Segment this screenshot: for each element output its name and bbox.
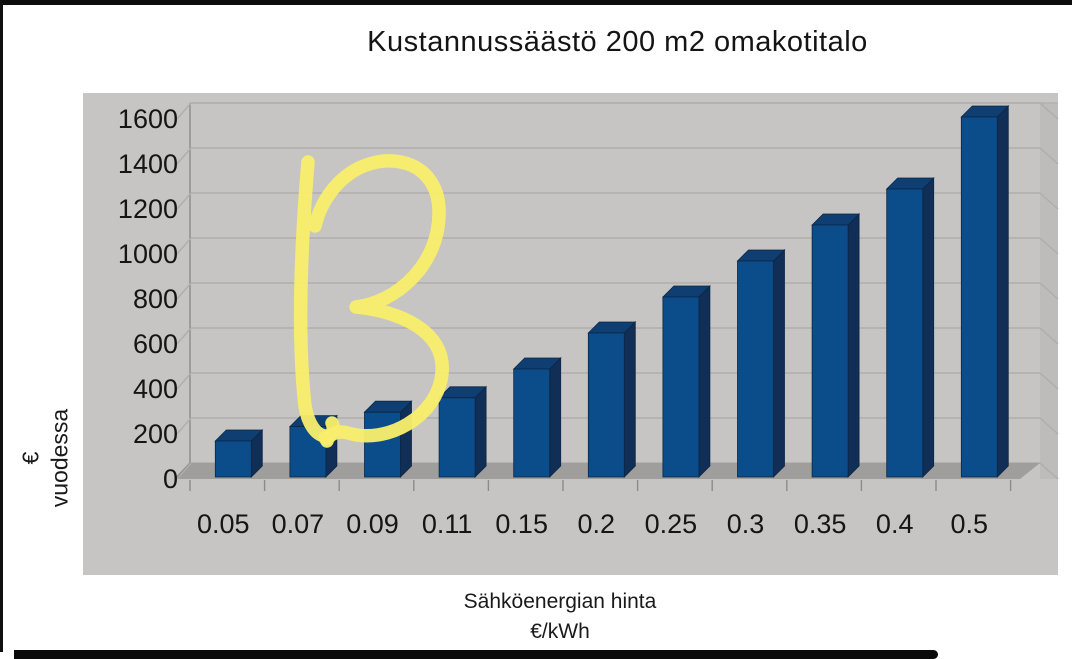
y-axis-title-line1: €: [17, 451, 44, 465]
bar-front-face: [587, 332, 625, 478]
bar-front-face: [662, 296, 700, 478]
gridline-side-stub: [1039, 282, 1059, 300]
x-tick-label: 0.25: [645, 509, 698, 539]
bar-side-face: [773, 249, 785, 478]
y-tick-label: 1600: [118, 104, 178, 134]
bar-front-face: [811, 224, 849, 478]
x-tick-label: 0.15: [495, 509, 548, 539]
bar-side-face: [698, 285, 711, 478]
gridline-side-stub: [1039, 417, 1059, 435]
gridline-side-stub: [1039, 327, 1059, 345]
gridline-side-stub: [1039, 147, 1059, 165]
handwritten-b-annotation: [308, 154, 449, 448]
y-axis-title: € vuodessa: [16, 409, 74, 507]
x-tick-label: 0.2: [578, 509, 616, 539]
bar: [512, 357, 562, 478]
bar-front-face: [364, 411, 401, 478]
y-axis-foot: [174, 462, 191, 480]
bar-front-face: [214, 440, 252, 478]
chart-title: Kustannussäästö 200 m2 omakotitalo: [367, 26, 868, 58]
bar-side-face: [549, 357, 562, 478]
y-axis-tick: [176, 147, 192, 165]
y-tick-label: 1400: [118, 149, 178, 179]
handwritten-b-annotation-dot: [318, 430, 334, 446]
y-tick-label: 200: [133, 419, 178, 449]
y-tick-label: 600: [133, 329, 178, 359]
page-edge-top: [0, 0, 1072, 5]
y-tick-label: 1200: [118, 194, 178, 224]
y-axis-tick: [176, 282, 192, 300]
y-axis-tick: [176, 102, 192, 120]
x-axis-title: Sähköenergian hinta €/kWh: [150, 587, 970, 648]
bar-side-face: [623, 321, 636, 478]
bar-front-face: [886, 188, 924, 478]
x-tick-label: 0.3: [727, 509, 765, 539]
y-tick-label: 400: [133, 374, 178, 404]
y-tick-label: 0: [163, 464, 178, 494]
x-tick-label: 0.5: [951, 509, 989, 539]
bar: [438, 385, 488, 478]
bar: [960, 105, 1010, 478]
x-axis-title-line2: €/kWh: [530, 620, 590, 644]
gridline-side-stub: [1039, 102, 1059, 120]
page-edge-left: [0, 0, 3, 652]
y-axis-tick: [176, 327, 192, 345]
x-axis-title-line1: Sähköenergian hinta: [463, 590, 657, 613]
bar: [661, 285, 711, 478]
y-axis-tick: [176, 417, 192, 435]
bar-front-face: [960, 116, 998, 478]
bar-side-face: [474, 385, 487, 478]
bar-side-face: [922, 177, 935, 478]
x-tick-label: 0.07: [272, 509, 325, 539]
y-axis-tick: [176, 372, 192, 390]
bar-front-face: [513, 368, 551, 478]
gridline-side-stub: [1039, 372, 1059, 390]
annotation-layer: [293, 154, 449, 448]
bar: [587, 321, 637, 478]
gridline-side-stub: [1039, 462, 1059, 480]
bar: [885, 177, 935, 478]
chart-plot: 0 200 400 600 800 1000 1200 1400 1600 0.05 0.07 0.0…: [83, 93, 1059, 575]
bar-side-face: [847, 213, 860, 478]
y-axis-tick: [176, 237, 192, 255]
bar-side-face: [996, 105, 1009, 478]
x-tick-label: 0.4: [876, 509, 914, 539]
y-axis-tick: [176, 462, 192, 480]
bar-front-face: [438, 397, 476, 478]
y-axis-title-line2: vuodessa: [46, 408, 72, 508]
y-tick-label: 1000: [118, 239, 178, 269]
page-edge-bottom: [14, 650, 938, 659]
gridline-side-stub: [1039, 192, 1059, 210]
y-tick-label: 800: [133, 284, 178, 314]
y-axis-tick: [176, 192, 192, 210]
bar: [214, 429, 264, 478]
x-tick-label: 0.05: [197, 509, 250, 539]
bar: [736, 249, 786, 478]
gridline-side-stub: [1039, 237, 1059, 255]
bar-front-face: [737, 260, 774, 478]
bar: [811, 213, 861, 478]
x-tick-label: 0.09: [346, 509, 399, 539]
x-tick-label: 0.11: [422, 509, 473, 539]
bar-side-face: [400, 400, 412, 478]
x-tick-label: 0.35: [794, 509, 847, 539]
